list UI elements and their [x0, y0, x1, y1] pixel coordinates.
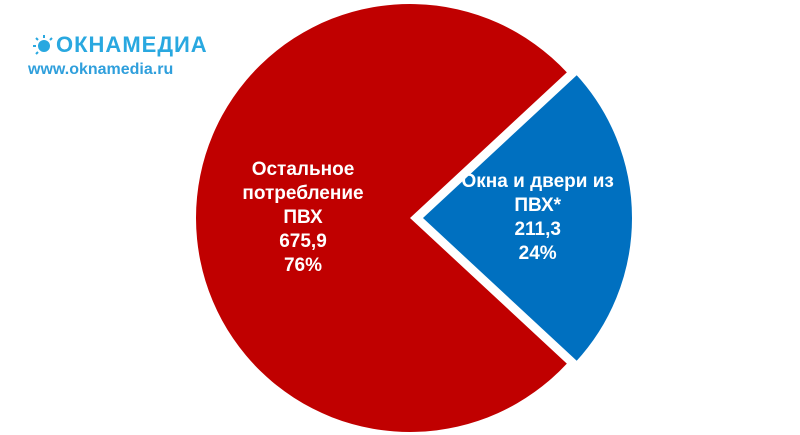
pie-slice: [195, 3, 567, 432]
value-label: 675,9: [279, 231, 327, 252]
share-label: 76%: [283, 255, 323, 276]
value-label: 211,3: [514, 219, 561, 240]
brand-name: ОКНАМЕДИА: [56, 32, 208, 57]
logo-icon: [33, 35, 53, 55]
brand-url: www.oknamedia.ru: [28, 61, 174, 78]
slice-label: Остальное потребление ПВХ 675,9 76%: [228, 158, 378, 278]
pie-slice: [417, 69, 636, 367]
category-label: Окна и двери из ПВХ*: [461, 171, 614, 216]
share-label: 24%: [518, 243, 557, 264]
slice-label: Окна и двери из ПВХ* 211,3 24%: [453, 170, 623, 266]
category-label: Остальное потребление ПВХ: [242, 159, 364, 228]
